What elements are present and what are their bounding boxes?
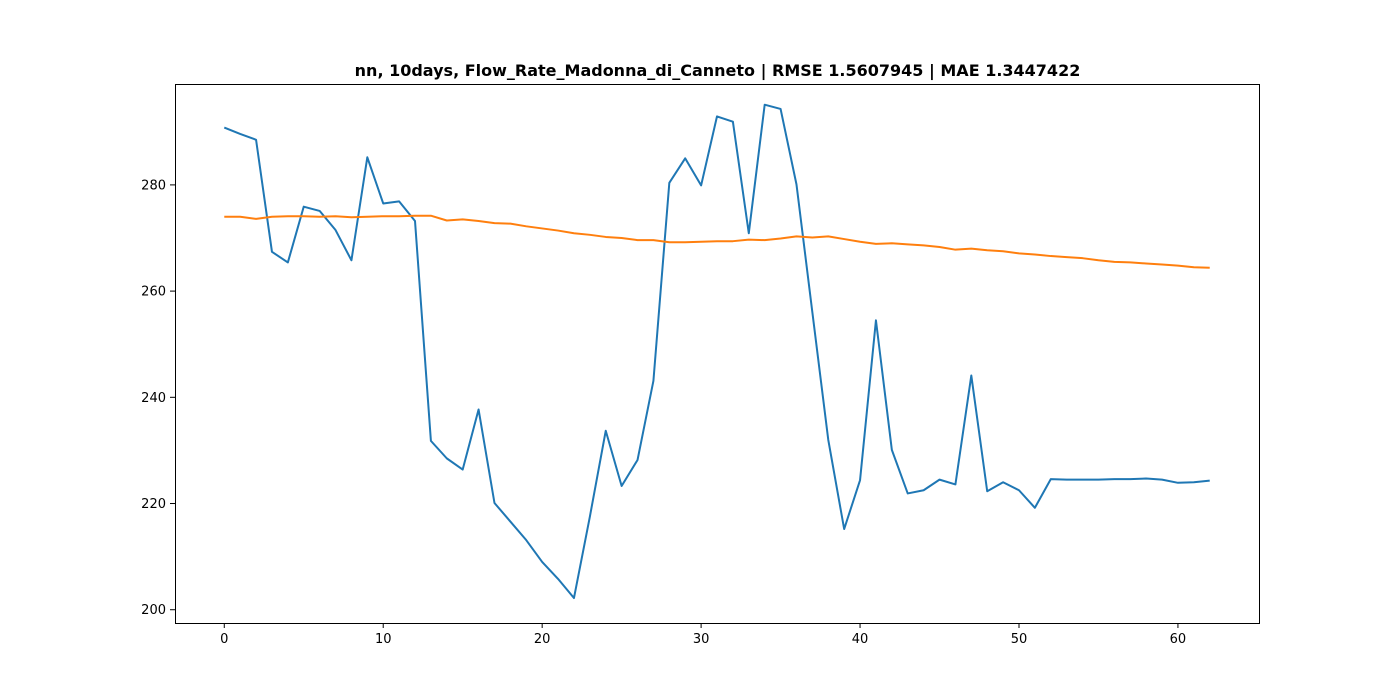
series-line-1 [223,103,1210,600]
x-tick-label: 40 [852,632,869,647]
series-line-2 [224,214,1210,269]
x-tick-label: 60 [1170,632,1187,647]
y-tick-label: 260 [141,285,166,300]
plot-series [223,103,1210,600]
y-tick-label: 220 [141,497,166,512]
chart-title: nn, 10days, Flow_Rate_Madonna_di_Canneto… [355,61,1081,81]
x-tick-label: 0 [220,632,228,647]
x-tick-label: 30 [693,632,710,647]
x-tick-label: 50 [1011,632,1028,647]
y-tick-label: 240 [141,391,166,406]
y-tick-label: 280 [141,178,166,193]
x-tick-label: 20 [534,632,551,647]
x-tick-label: 10 [375,632,392,647]
plot-area-frame [175,84,1260,624]
axis-ticks: 0 10 20 30 40 50 60 200 220 240 260 280 [141,178,1186,647]
y-tick-label: 200 [141,603,166,618]
